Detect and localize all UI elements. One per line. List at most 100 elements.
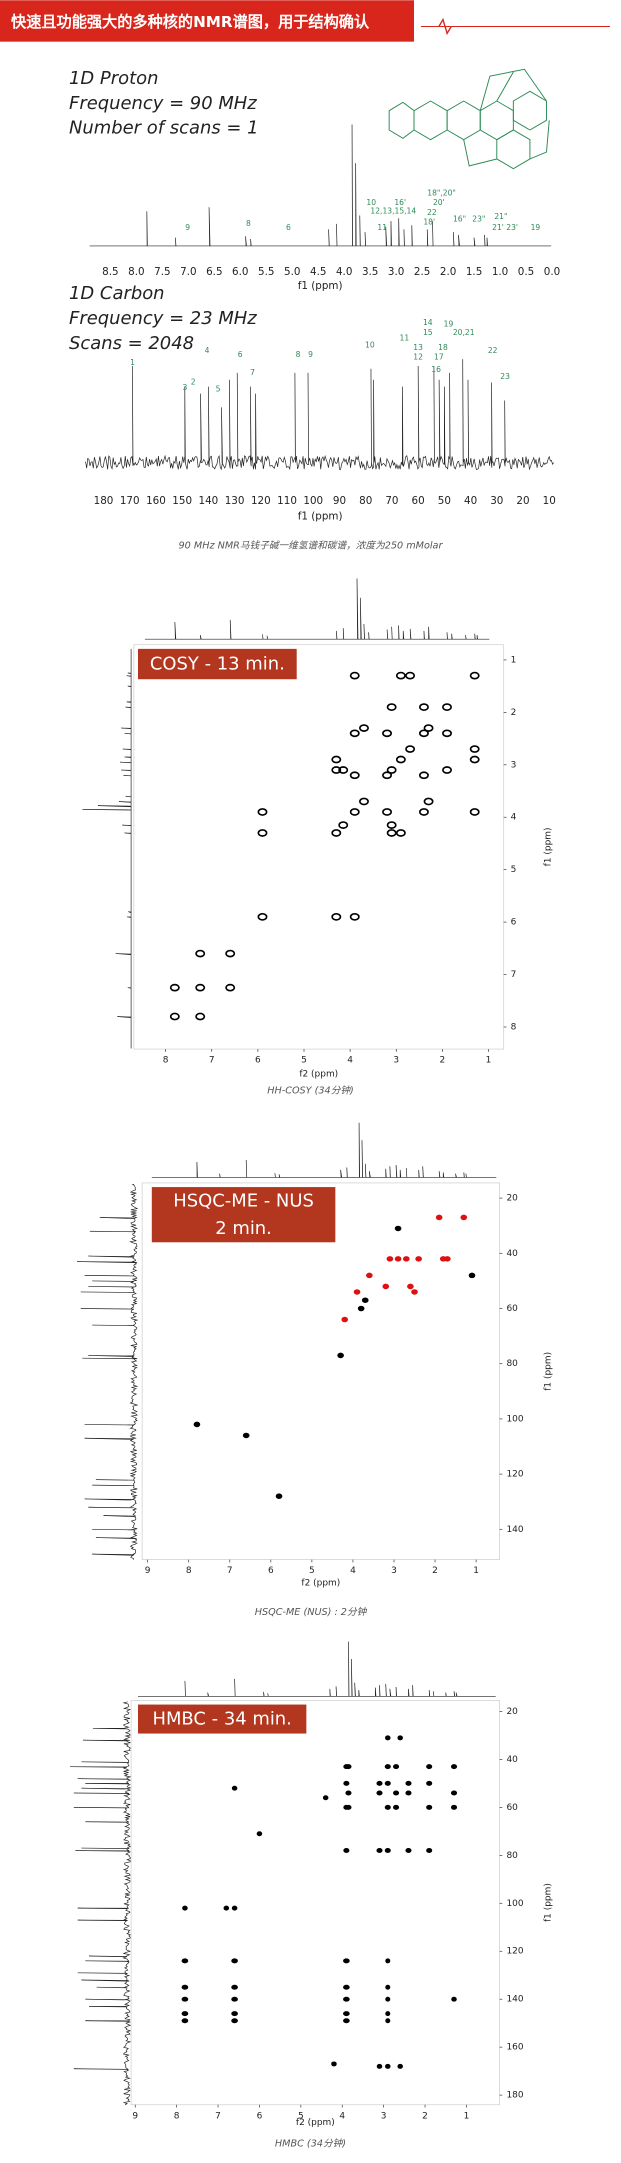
- x-axis-label: f2 (ppm): [301, 1579, 340, 1589]
- y-tick-label: 20: [506, 1707, 518, 1717]
- hmbc-f1-trace: [70, 1701, 132, 2106]
- y-tick-label: 8: [511, 1022, 517, 1032]
- cross-peak: [195, 983, 206, 992]
- cross-peak: [386, 1256, 394, 1262]
- peak-label: 7: [250, 368, 255, 377]
- y-tick-label: 120: [506, 1470, 523, 1480]
- cross-peak: [181, 2011, 189, 2017]
- cross-peak: [385, 1735, 391, 1741]
- cross-peak: [450, 1804, 458, 1810]
- x-tick-label: 20: [516, 495, 529, 507]
- cross-peak: [393, 1804, 400, 1810]
- cross-peak: [450, 1764, 458, 1770]
- header-title: 快速且功能强大的多种核的NMR谱图，用于结构确认: [11, 13, 370, 31]
- peak-label: 9: [308, 350, 313, 359]
- caption: HSQC-ME (NUS) : 2分钟: [255, 1606, 368, 1618]
- cross-peak: [415, 1256, 422, 1262]
- cross-peak: [349, 671, 360, 680]
- cross-peak: [418, 771, 429, 780]
- cross-peak: [343, 1996, 350, 2002]
- peak-label: 20,21: [453, 328, 475, 337]
- cross-peak: [405, 745, 416, 753]
- cross-peak: [275, 1493, 283, 1499]
- panel-label-box: [138, 648, 297, 680]
- cross-peak: [386, 829, 397, 837]
- cross-peak: [384, 1780, 391, 1786]
- peak-label: 13: [413, 343, 423, 352]
- cross-peak: [405, 1780, 412, 1786]
- x-tick-label: 170: [120, 495, 140, 507]
- x-tick-label: 2.5: [414, 266, 430, 278]
- cross-peak: [386, 703, 397, 711]
- peak-label: 16": [453, 215, 466, 224]
- cross-peak: [331, 829, 342, 837]
- y-tick-label: 140: [506, 1995, 523, 2005]
- x-tick-label: 5: [301, 1056, 307, 1066]
- y-tick-label: 7: [511, 970, 517, 980]
- y-tick-label: 3: [511, 760, 517, 770]
- x-tick-label: 1: [473, 1566, 479, 1576]
- x-tick-label: 4: [350, 1566, 356, 1576]
- cross-peak: [338, 821, 349, 829]
- carbon-info: Scans = 2048: [69, 333, 194, 354]
- cross-peak: [181, 1996, 189, 2002]
- x-tick-label: 40: [464, 495, 477, 507]
- y-axis-label: f1 (ppm): [543, 1883, 553, 1922]
- peak-label: 11: [400, 333, 410, 342]
- cross-peak: [384, 1848, 391, 1854]
- peak-label: 11: [377, 223, 387, 232]
- x-tick-label: 6.5: [206, 266, 222, 278]
- cross-peak: [442, 766, 452, 774]
- x-tick-label: 2: [432, 1566, 438, 1576]
- peak-label: 10: [366, 198, 376, 207]
- cross-peak: [345, 1804, 352, 1810]
- peak-label: 15: [423, 328, 433, 337]
- panel-label: COSY - 13 min.: [150, 654, 285, 675]
- cross-peak: [359, 797, 369, 806]
- cross-peak: [231, 1984, 238, 1990]
- cross-peak: [195, 1012, 206, 1021]
- x-tick-label: 6: [257, 2111, 263, 2121]
- cross-peak: [349, 808, 360, 816]
- cross-peak: [468, 1272, 476, 1279]
- x-tick-label: 2: [440, 1056, 446, 1066]
- peak-label: 9: [185, 223, 190, 232]
- proton-info: 1D Proton: [69, 68, 158, 89]
- cross-peak: [376, 1790, 383, 1796]
- panel-label: HSQC-ME - NUS: [173, 1191, 314, 1212]
- y-tick-label: 60: [506, 1304, 518, 1314]
- cosy-peaks: [169, 671, 480, 1021]
- x-tick-label: 2.0: [440, 266, 456, 278]
- peak-label: 18: [438, 343, 448, 352]
- y-tick-label: 100: [506, 1414, 523, 1424]
- x-tick-label: 4.0: [336, 266, 352, 278]
- plot-frame: [133, 644, 505, 1050]
- panel-label: HMBC - 34 min.: [152, 1709, 291, 1730]
- hmbc-peaks: [181, 1735, 458, 2069]
- x-tick-label: 1.5: [466, 266, 482, 278]
- cross-peak: [407, 1283, 414, 1290]
- cross-peak: [343, 1780, 350, 1786]
- cross-peak: [395, 829, 406, 837]
- x-tick-label: 160: [146, 495, 166, 507]
- x-tick-label: 7: [209, 1056, 215, 1066]
- cross-peak: [181, 1984, 189, 1990]
- cross-peak: [411, 1289, 418, 1295]
- x-tick-label: 1: [464, 2111, 470, 2121]
- cross-peak: [442, 729, 452, 738]
- peak-label: 14: [423, 318, 433, 327]
- x-tick-label: 0.5: [518, 266, 534, 278]
- cross-peak: [469, 808, 480, 816]
- y-tick-label: 40: [506, 1755, 518, 1765]
- carbon-spectrum: [85, 359, 554, 471]
- cross-peak: [357, 1305, 365, 1312]
- cross-peak: [395, 755, 406, 764]
- cross-peak: [435, 1214, 443, 1221]
- cross-peak: [423, 797, 434, 806]
- cross-peak: [469, 745, 480, 753]
- cross-peak: [343, 1984, 350, 1990]
- cross-peak: [382, 771, 393, 780]
- cross-peak: [442, 703, 452, 711]
- y-tick-label: 2: [511, 708, 517, 718]
- x-tick-label: 9: [145, 1566, 151, 1576]
